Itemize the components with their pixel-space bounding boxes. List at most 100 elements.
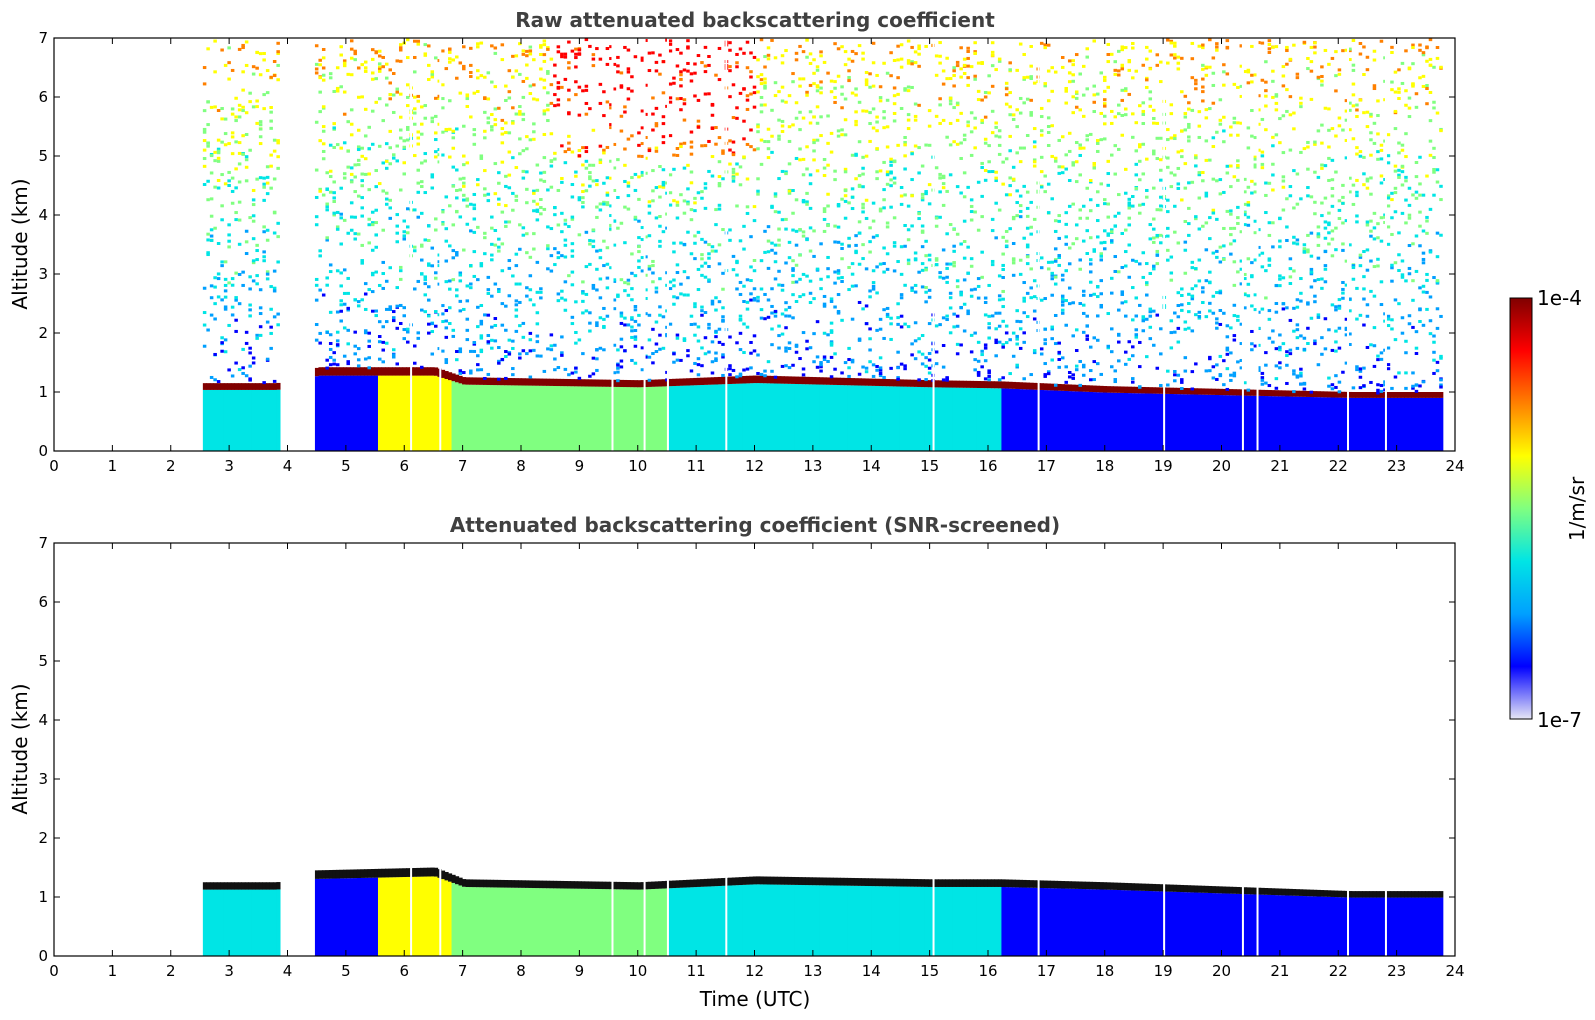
noise-cell <box>384 307 389 311</box>
noise-cell <box>959 293 963 297</box>
noise-cell <box>728 335 732 339</box>
noise-cell <box>980 118 984 122</box>
noise-cell <box>745 177 750 181</box>
noise-cell <box>314 338 319 342</box>
noise-cell <box>349 73 354 77</box>
noise-cell <box>1194 362 1198 366</box>
noise-cell <box>1222 383 1226 387</box>
noise-cell <box>675 203 680 207</box>
noise-cell <box>265 272 270 276</box>
noise-cell <box>328 76 333 80</box>
noise-cell <box>448 306 452 310</box>
noise-cell <box>1218 260 1223 264</box>
noise-cell <box>332 351 336 355</box>
noise-cell <box>927 124 932 128</box>
noise-cell <box>1046 130 1051 134</box>
noise-cell <box>861 109 865 113</box>
mixed-layer-cell <box>938 387 943 451</box>
noise-cell <box>1039 266 1044 270</box>
noise-cell <box>1088 345 1093 349</box>
noise-cell <box>1253 308 1258 312</box>
noise-cell <box>913 61 918 65</box>
noise-cell <box>216 178 221 182</box>
mixed-layer-cell <box>745 383 750 451</box>
noise-cell <box>402 230 407 234</box>
noise-cell <box>234 140 238 144</box>
noise-cell <box>549 254 554 258</box>
mixed-layer-cell <box>1074 391 1080 451</box>
noise-cell <box>910 85 914 89</box>
noise-cell <box>1201 63 1205 67</box>
noise-cell <box>612 298 617 302</box>
noise-cell <box>717 46 722 50</box>
noise-cell <box>630 271 634 275</box>
noise-cell <box>770 248 774 252</box>
noise-cell <box>749 292 753 296</box>
noise-cell <box>1102 89 1107 93</box>
noise-cell <box>1169 255 1174 259</box>
noise-cell <box>398 303 403 307</box>
cloud-top-cell <box>1229 389 1234 396</box>
cloud-top-cell <box>353 367 358 376</box>
noise-cell <box>570 254 575 258</box>
noise-cell <box>934 324 939 328</box>
noise-cell <box>752 349 757 353</box>
noise-cell <box>244 341 249 345</box>
noise-cell <box>605 314 610 318</box>
noise-cell <box>1106 183 1111 187</box>
cloud-top-cell <box>756 375 761 384</box>
noise-cell <box>763 77 767 81</box>
noise-cell <box>997 129 1002 133</box>
noise-cell <box>553 343 557 347</box>
noise-cell <box>272 211 277 215</box>
noise-cell <box>381 65 385 69</box>
noise-cell <box>966 271 970 275</box>
noise-cell <box>469 202 473 206</box>
noise-cell <box>1295 238 1300 242</box>
noise-cell <box>549 269 554 273</box>
noise-cell <box>560 85 564 89</box>
noise-cell <box>518 300 522 304</box>
noise-cell <box>525 63 529 67</box>
noise-cell <box>871 374 876 378</box>
noise-cell <box>854 52 858 56</box>
noise-cell <box>486 97 491 101</box>
noise-cell <box>738 280 743 284</box>
noise-cell <box>1225 387 1230 391</box>
noise-cell <box>202 109 207 113</box>
noise-cell <box>455 294 459 298</box>
noise-cell <box>948 96 953 100</box>
noise-cell <box>752 269 757 273</box>
noise-cell <box>406 83 410 87</box>
noise-cell <box>518 112 522 116</box>
noise-cell <box>658 53 662 57</box>
noise-cell <box>626 293 631 297</box>
noise-cell <box>465 204 470 208</box>
noise-cell <box>878 99 883 103</box>
noise-cell <box>272 315 277 319</box>
noise-cell <box>892 241 897 245</box>
noise-cell <box>398 321 403 325</box>
noise-cell <box>1099 71 1103 75</box>
noise-cell <box>777 118 781 122</box>
noise-cell <box>1022 296 1026 300</box>
noise-cell <box>227 46 231 50</box>
noise-cell <box>668 100 673 104</box>
noise-cell <box>689 218 694 222</box>
noise-cell <box>567 141 571 145</box>
mixed-layer-cell <box>430 375 435 451</box>
noise-cell <box>752 148 757 152</box>
noise-cell <box>745 40 750 44</box>
noise-cell <box>609 214 613 218</box>
noise-cell <box>539 212 543 216</box>
noise-cell <box>1141 202 1146 206</box>
noise-cell <box>1281 74 1286 78</box>
noise-cell <box>539 52 543 56</box>
noise-cell <box>1159 383 1163 387</box>
noise-cell <box>353 330 357 334</box>
cloud-top-cell <box>658 379 663 387</box>
noise-cell <box>759 138 764 142</box>
noise-cell <box>1095 314 1100 318</box>
noise-cell <box>363 282 368 286</box>
noise-cell <box>822 331 827 335</box>
